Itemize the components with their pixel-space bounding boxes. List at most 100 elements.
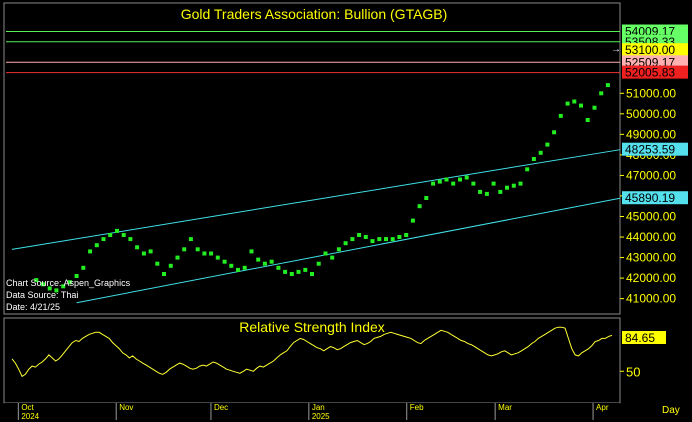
price-point	[343, 241, 348, 246]
year-label: 2025	[312, 412, 330, 421]
price-point	[323, 251, 328, 256]
price-point	[242, 265, 247, 270]
price-point	[34, 278, 39, 283]
price-point	[74, 274, 79, 278]
price-point	[451, 181, 456, 186]
price-tick-label: 41000.00	[626, 292, 676, 306]
price-point	[47, 286, 52, 291]
price-axis: 41000.00 42000.00 43000.00 44000.00 45000.00…	[620, 86, 676, 306]
price-tick-label: 50000.00	[626, 107, 676, 121]
price-point	[249, 249, 254, 254]
month-label: Feb	[410, 403, 424, 412]
price-point	[336, 247, 341, 252]
price-point	[115, 228, 119, 233]
last-price-marker: →	[611, 44, 621, 55]
month-label: Mar	[498, 403, 512, 412]
price-point	[81, 265, 86, 270]
price-point	[579, 103, 583, 108]
price-level-text: 45890.19	[625, 191, 675, 205]
price-point	[316, 261, 321, 266]
price-point	[215, 255, 220, 260]
rsi-chart-title: Relative Strength Index	[239, 319, 385, 335]
price-point	[88, 249, 93, 254]
price-level-text: 48253.59	[625, 143, 675, 157]
channel-upper-line	[11, 149, 621, 250]
price-point	[310, 272, 314, 276]
note-chart-source: Chart Source: Aspen_Graphics	[6, 278, 131, 288]
price-point	[505, 185, 509, 190]
price-point	[363, 235, 368, 239]
price-chart-title: Gold Traders Association: Bullion (GTAGB…	[181, 6, 448, 22]
price-point	[41, 282, 45, 287]
price-level-labels: 54009.1753508.3353100.0052509.1752005.83…	[622, 24, 688, 205]
price-point	[424, 196, 429, 200]
price-point	[182, 247, 187, 252]
month-label: Oct	[21, 403, 34, 412]
price-level-box	[622, 55, 688, 69]
price-point	[370, 239, 375, 244]
price-point	[572, 99, 577, 104]
price-point	[518, 181, 523, 186]
price-point	[155, 261, 160, 266]
price-point	[458, 177, 462, 182]
price-point	[61, 284, 66, 289]
price-point	[283, 269, 288, 274]
price-point	[384, 237, 388, 242]
price-point	[188, 237, 193, 242]
price-point	[599, 91, 604, 96]
price-tick-label: 47000.00	[626, 168, 676, 182]
rsi-last-value-box	[622, 331, 666, 344]
month-label: Dec	[214, 403, 228, 412]
price-point	[545, 142, 550, 147]
price-level-lines	[6, 31, 620, 74]
price-point	[202, 251, 207, 256]
price-point	[195, 247, 200, 252]
price-point	[276, 265, 281, 270]
price-point	[484, 191, 489, 196]
price-point	[128, 237, 133, 242]
time-axis-band	[4, 403, 620, 420]
price-point	[121, 233, 126, 237]
note-date: Date: 4/21/25	[6, 302, 60, 312]
price-level-box	[622, 142, 688, 156]
price-point	[148, 249, 153, 254]
price-point	[552, 130, 557, 135]
price-panel: Gold Traders Association: Bullion (GTAGB…	[3, 2, 621, 315]
price-point	[605, 83, 610, 88]
price-point	[222, 259, 227, 264]
price-point	[531, 157, 536, 161]
price-point	[431, 181, 436, 186]
price-point	[491, 181, 496, 186]
price-point	[67, 280, 72, 285]
rsi-panel: Relative Strength Index	[3, 317, 621, 404]
price-point	[437, 179, 442, 184]
price-point	[538, 150, 543, 155]
price-point	[108, 233, 113, 237]
price-point	[585, 118, 590, 122]
price-point	[390, 237, 395, 242]
trend-channel	[11, 149, 621, 304]
year-label: 2024	[21, 412, 39, 421]
price-point	[410, 218, 415, 223]
period-label: Day	[662, 405, 680, 416]
price-point	[350, 237, 355, 242]
price-point	[256, 257, 261, 262]
price-point	[175, 255, 180, 260]
price-tick-label: 43000.00	[626, 251, 676, 265]
price-tick-label: 44000.00	[626, 230, 676, 244]
price-point	[303, 267, 308, 272]
price-point	[162, 272, 166, 276]
price-level-box	[622, 191, 688, 205]
rsi-line	[11, 326, 613, 378]
price-point	[269, 259, 274, 264]
rsi-tick-label: 50	[626, 364, 640, 379]
rsi-last-value: 84.65	[622, 331, 666, 345]
price-point	[592, 105, 597, 110]
price-tick-label: 51000.00	[626, 86, 676, 100]
price-point	[525, 167, 530, 172]
note-data-source: Data Source: Thai	[6, 290, 78, 300]
price-point	[565, 101, 570, 106]
price-tick-label: 49000.00	[626, 127, 676, 141]
